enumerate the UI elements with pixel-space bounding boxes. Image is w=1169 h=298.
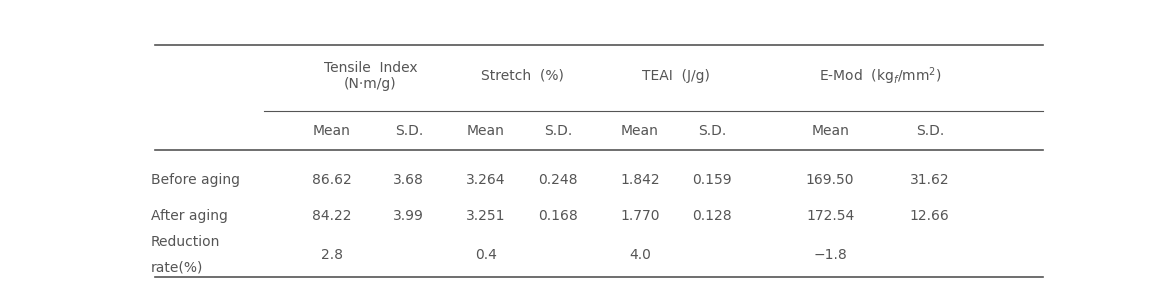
- Text: Reduction: Reduction: [151, 235, 220, 249]
- Text: rate(%): rate(%): [151, 260, 203, 274]
- Text: Mean: Mean: [466, 124, 505, 138]
- Text: S.D.: S.D.: [395, 124, 423, 138]
- Text: −1.8: −1.8: [814, 248, 848, 262]
- Text: 2.8: 2.8: [320, 248, 343, 262]
- Text: 4.0: 4.0: [629, 248, 651, 262]
- Text: Stretch  (%): Stretch (%): [480, 69, 563, 83]
- Text: Before aging: Before aging: [151, 173, 240, 187]
- Text: Tensile  Index
(N·m/g): Tensile Index (N·m/g): [324, 61, 417, 91]
- Text: 169.50: 169.50: [805, 173, 855, 187]
- Text: 0.168: 0.168: [539, 209, 579, 223]
- Text: S.D.: S.D.: [915, 124, 943, 138]
- Text: S.D.: S.D.: [698, 124, 726, 138]
- Text: Mean: Mean: [621, 124, 659, 138]
- Text: 12.66: 12.66: [909, 209, 949, 223]
- Text: Mean: Mean: [811, 124, 849, 138]
- Text: 86.62: 86.62: [312, 173, 352, 187]
- Text: After aging: After aging: [151, 209, 228, 223]
- Text: 0.4: 0.4: [475, 248, 497, 262]
- Text: TEAI  (J/g): TEAI (J/g): [642, 69, 710, 83]
- Text: 3.68: 3.68: [394, 173, 424, 187]
- Text: 0.159: 0.159: [692, 173, 732, 187]
- Text: E-Mod  (kg$_f$/mm$^2$): E-Mod (kg$_f$/mm$^2$): [818, 65, 941, 87]
- Text: S.D.: S.D.: [545, 124, 573, 138]
- Text: 172.54: 172.54: [805, 209, 855, 223]
- Text: 0.248: 0.248: [539, 173, 579, 187]
- Text: 1.770: 1.770: [620, 209, 659, 223]
- Text: 84.22: 84.22: [312, 209, 352, 223]
- Text: 3.99: 3.99: [394, 209, 424, 223]
- Text: Mean: Mean: [313, 124, 351, 138]
- Text: 3.251: 3.251: [466, 209, 506, 223]
- Text: 3.264: 3.264: [466, 173, 506, 187]
- Text: 31.62: 31.62: [909, 173, 949, 187]
- Text: 1.842: 1.842: [620, 173, 659, 187]
- Text: 0.128: 0.128: [692, 209, 732, 223]
